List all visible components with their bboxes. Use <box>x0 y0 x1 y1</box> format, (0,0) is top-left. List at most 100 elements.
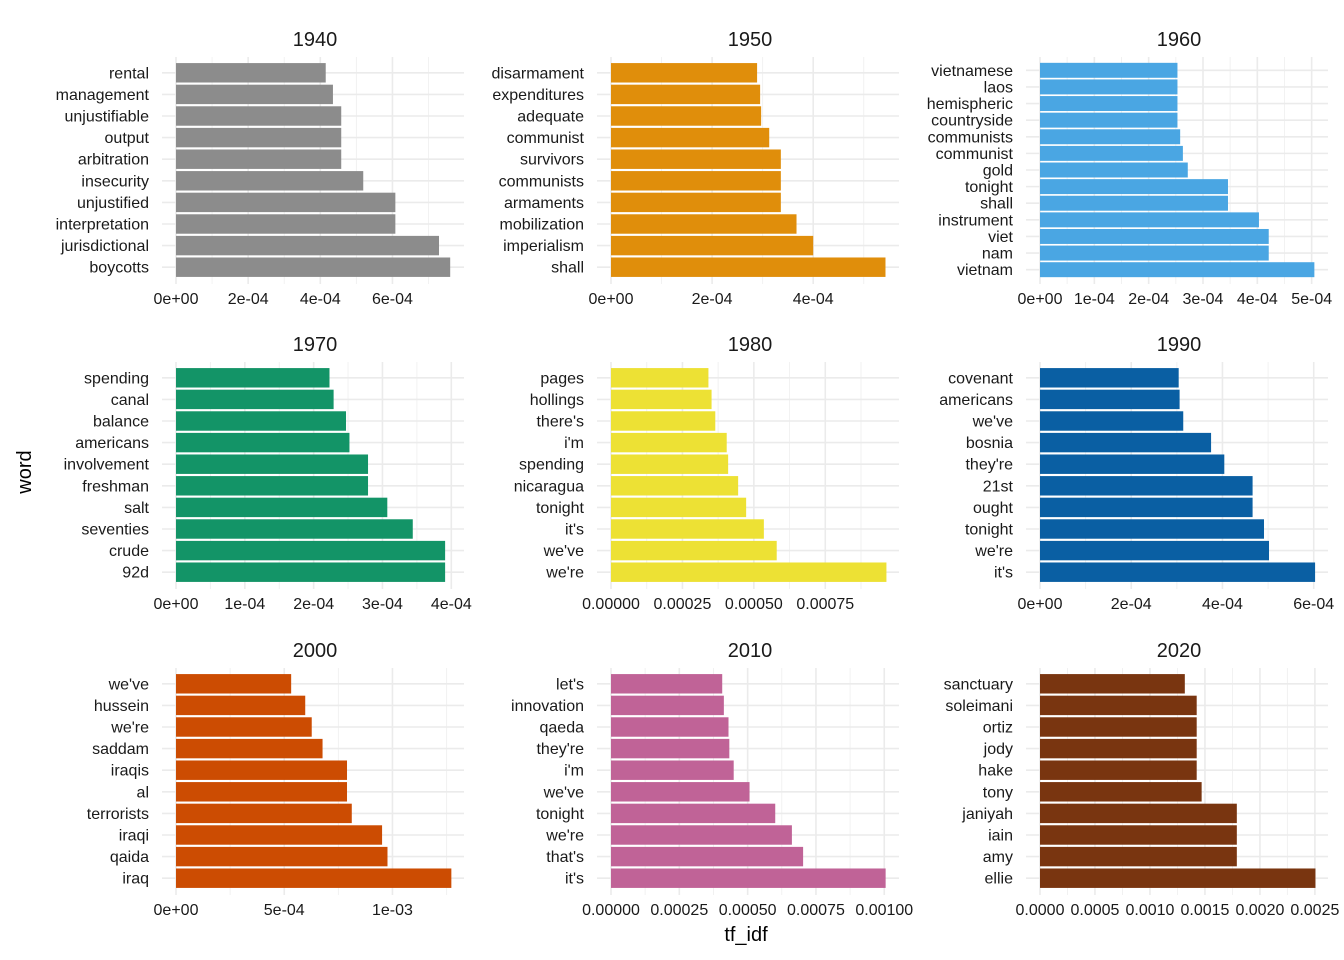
bar-1980-we've <box>611 540 777 561</box>
x-tick-label: 5e-04 <box>1291 291 1332 308</box>
category-label: imperialism <box>503 238 584 255</box>
category-label: tonight <box>536 806 585 823</box>
x-tick-label: 3e-04 <box>362 596 403 613</box>
bar-1960-countryside <box>1040 112 1178 128</box>
x-tick-label: 0.00000 <box>582 902 640 919</box>
bar-1970-americans <box>176 432 350 453</box>
category-label: jurisdictional <box>60 238 149 255</box>
x-tick-label: 0.00050 <box>719 902 777 919</box>
bar-1940-rental <box>176 63 326 83</box>
category-label: insecurity <box>81 173 149 190</box>
bar-2020-tony <box>1040 782 1202 802</box>
category-label: i'm <box>564 763 584 780</box>
bar-1950-expenditures <box>611 84 761 105</box>
bar-1980-i'm <box>611 432 727 453</box>
category-label: spending <box>519 457 584 474</box>
bar-1960-vietnam <box>1040 262 1315 278</box>
category-label: jody <box>983 741 1013 758</box>
facet-panel-1970: spending canal balance americans involvement… <box>64 334 472 613</box>
category-label: boycotts <box>89 260 149 277</box>
category-label: tony <box>983 784 1013 801</box>
x-tick-label: 1e-04 <box>1074 291 1115 308</box>
category-label: we're <box>110 720 149 737</box>
category-label: ortiz <box>983 720 1013 737</box>
category-label: tonight <box>965 179 1014 196</box>
x-tick-label: 2e-04 <box>1128 291 1169 308</box>
bar-2020-ortiz <box>1040 717 1197 737</box>
facet-panel-2000: we've hussein we're saddam iraqis al terrorist… <box>87 640 464 919</box>
x-tick-label: 4e-04 <box>1237 291 1278 308</box>
facet-panels: rental management unjustifiable output arbit… <box>56 29 1340 919</box>
panel-title: 2000 <box>293 640 338 662</box>
panel-title: 1990 <box>1157 334 1202 356</box>
x-tick-label: 0.0015 <box>1180 902 1229 919</box>
x-tick-label: 0.00025 <box>650 902 708 919</box>
bar-1960-communist <box>1040 145 1183 161</box>
panel-title: 1980 <box>728 334 773 356</box>
category-label: we're <box>545 565 584 582</box>
x-tick-label: 2e-04 <box>293 596 334 613</box>
bar-1950-imperialism <box>611 235 814 256</box>
category-label: countryside <box>931 113 1013 130</box>
category-label: management <box>56 87 150 104</box>
bar-1950-adequate <box>611 106 762 126</box>
category-label: disarmament <box>492 65 585 82</box>
category-label: hake <box>978 763 1013 780</box>
category-label: 21st <box>983 478 1014 495</box>
bar-1980-we're <box>611 562 887 582</box>
x-tick-label: 0e+00 <box>1018 596 1063 613</box>
bar-1950-survivors <box>611 149 781 169</box>
category-label: there's <box>536 414 584 431</box>
category-label: soleimani <box>945 698 1013 715</box>
category-label: shall <box>551 260 584 277</box>
category-label: hussein <box>94 698 149 715</box>
facet-panel-1960: vietnameselaoshemisphericcountrysidecomm… <box>927 29 1332 308</box>
bar-1980-it's <box>611 519 764 539</box>
x-tick-label: 0.0020 <box>1235 902 1284 919</box>
bar-1970-crude <box>176 540 446 561</box>
panel-title: 2010 <box>728 640 773 662</box>
bar-2010-we're <box>611 825 792 845</box>
category-label: unjustifiable <box>65 109 150 126</box>
category-label: vietnam <box>957 262 1013 279</box>
x-axis-title: tf_idf <box>724 924 768 946</box>
bar-2020-janiyah <box>1040 803 1237 824</box>
category-label: expenditures <box>492 87 584 104</box>
category-label: we've <box>972 414 1014 431</box>
x-tick-label: 0e+00 <box>154 291 199 308</box>
category-label: that's <box>546 849 584 866</box>
bar-1960-viet <box>1040 228 1269 244</box>
bar-1940-unjustifiable <box>176 106 342 126</box>
category-label: they're <box>536 741 584 758</box>
bar-1970-balance <box>176 411 347 431</box>
category-label: we've <box>543 784 585 801</box>
category-label: qaida <box>110 849 149 866</box>
bar-1950-communists <box>611 171 781 191</box>
x-tick-label: 3e-04 <box>1183 291 1224 308</box>
category-label: spending <box>84 370 149 387</box>
bar-2000-we're <box>176 717 312 737</box>
category-label: we're <box>545 828 584 845</box>
x-tick-label: 1e-04 <box>224 596 265 613</box>
bar-1960-vietnamese <box>1040 62 1178 78</box>
category-label: terrorists <box>87 806 149 823</box>
category-label: bosnia <box>966 435 1013 452</box>
bar-1970-spending <box>176 368 330 388</box>
category-label: al <box>137 784 149 801</box>
bar-2020-sanctuary <box>1040 674 1185 694</box>
bar-1980-hollings <box>611 389 712 410</box>
bar-1950-armaments <box>611 192 781 213</box>
x-tick-label: 0.0010 <box>1125 902 1174 919</box>
bar-1940-boycotts <box>176 257 451 277</box>
category-label: tonight <box>536 500 585 517</box>
facet-panel-1980: pages hollings there's i'm spending nicaragua… <box>514 334 899 613</box>
category-label: gold <box>983 163 1013 180</box>
y-axis-title: word <box>14 450 36 494</box>
bar-1970-involvement <box>176 454 369 474</box>
bar-1940-output <box>176 127 342 148</box>
facet-panel-2020: sanctuary soleimani ortiz jody hake tony janiy… <box>944 640 1340 919</box>
category-label: seventies <box>81 522 149 539</box>
category-label: qaeda <box>540 720 585 737</box>
category-label: output <box>105 130 150 147</box>
